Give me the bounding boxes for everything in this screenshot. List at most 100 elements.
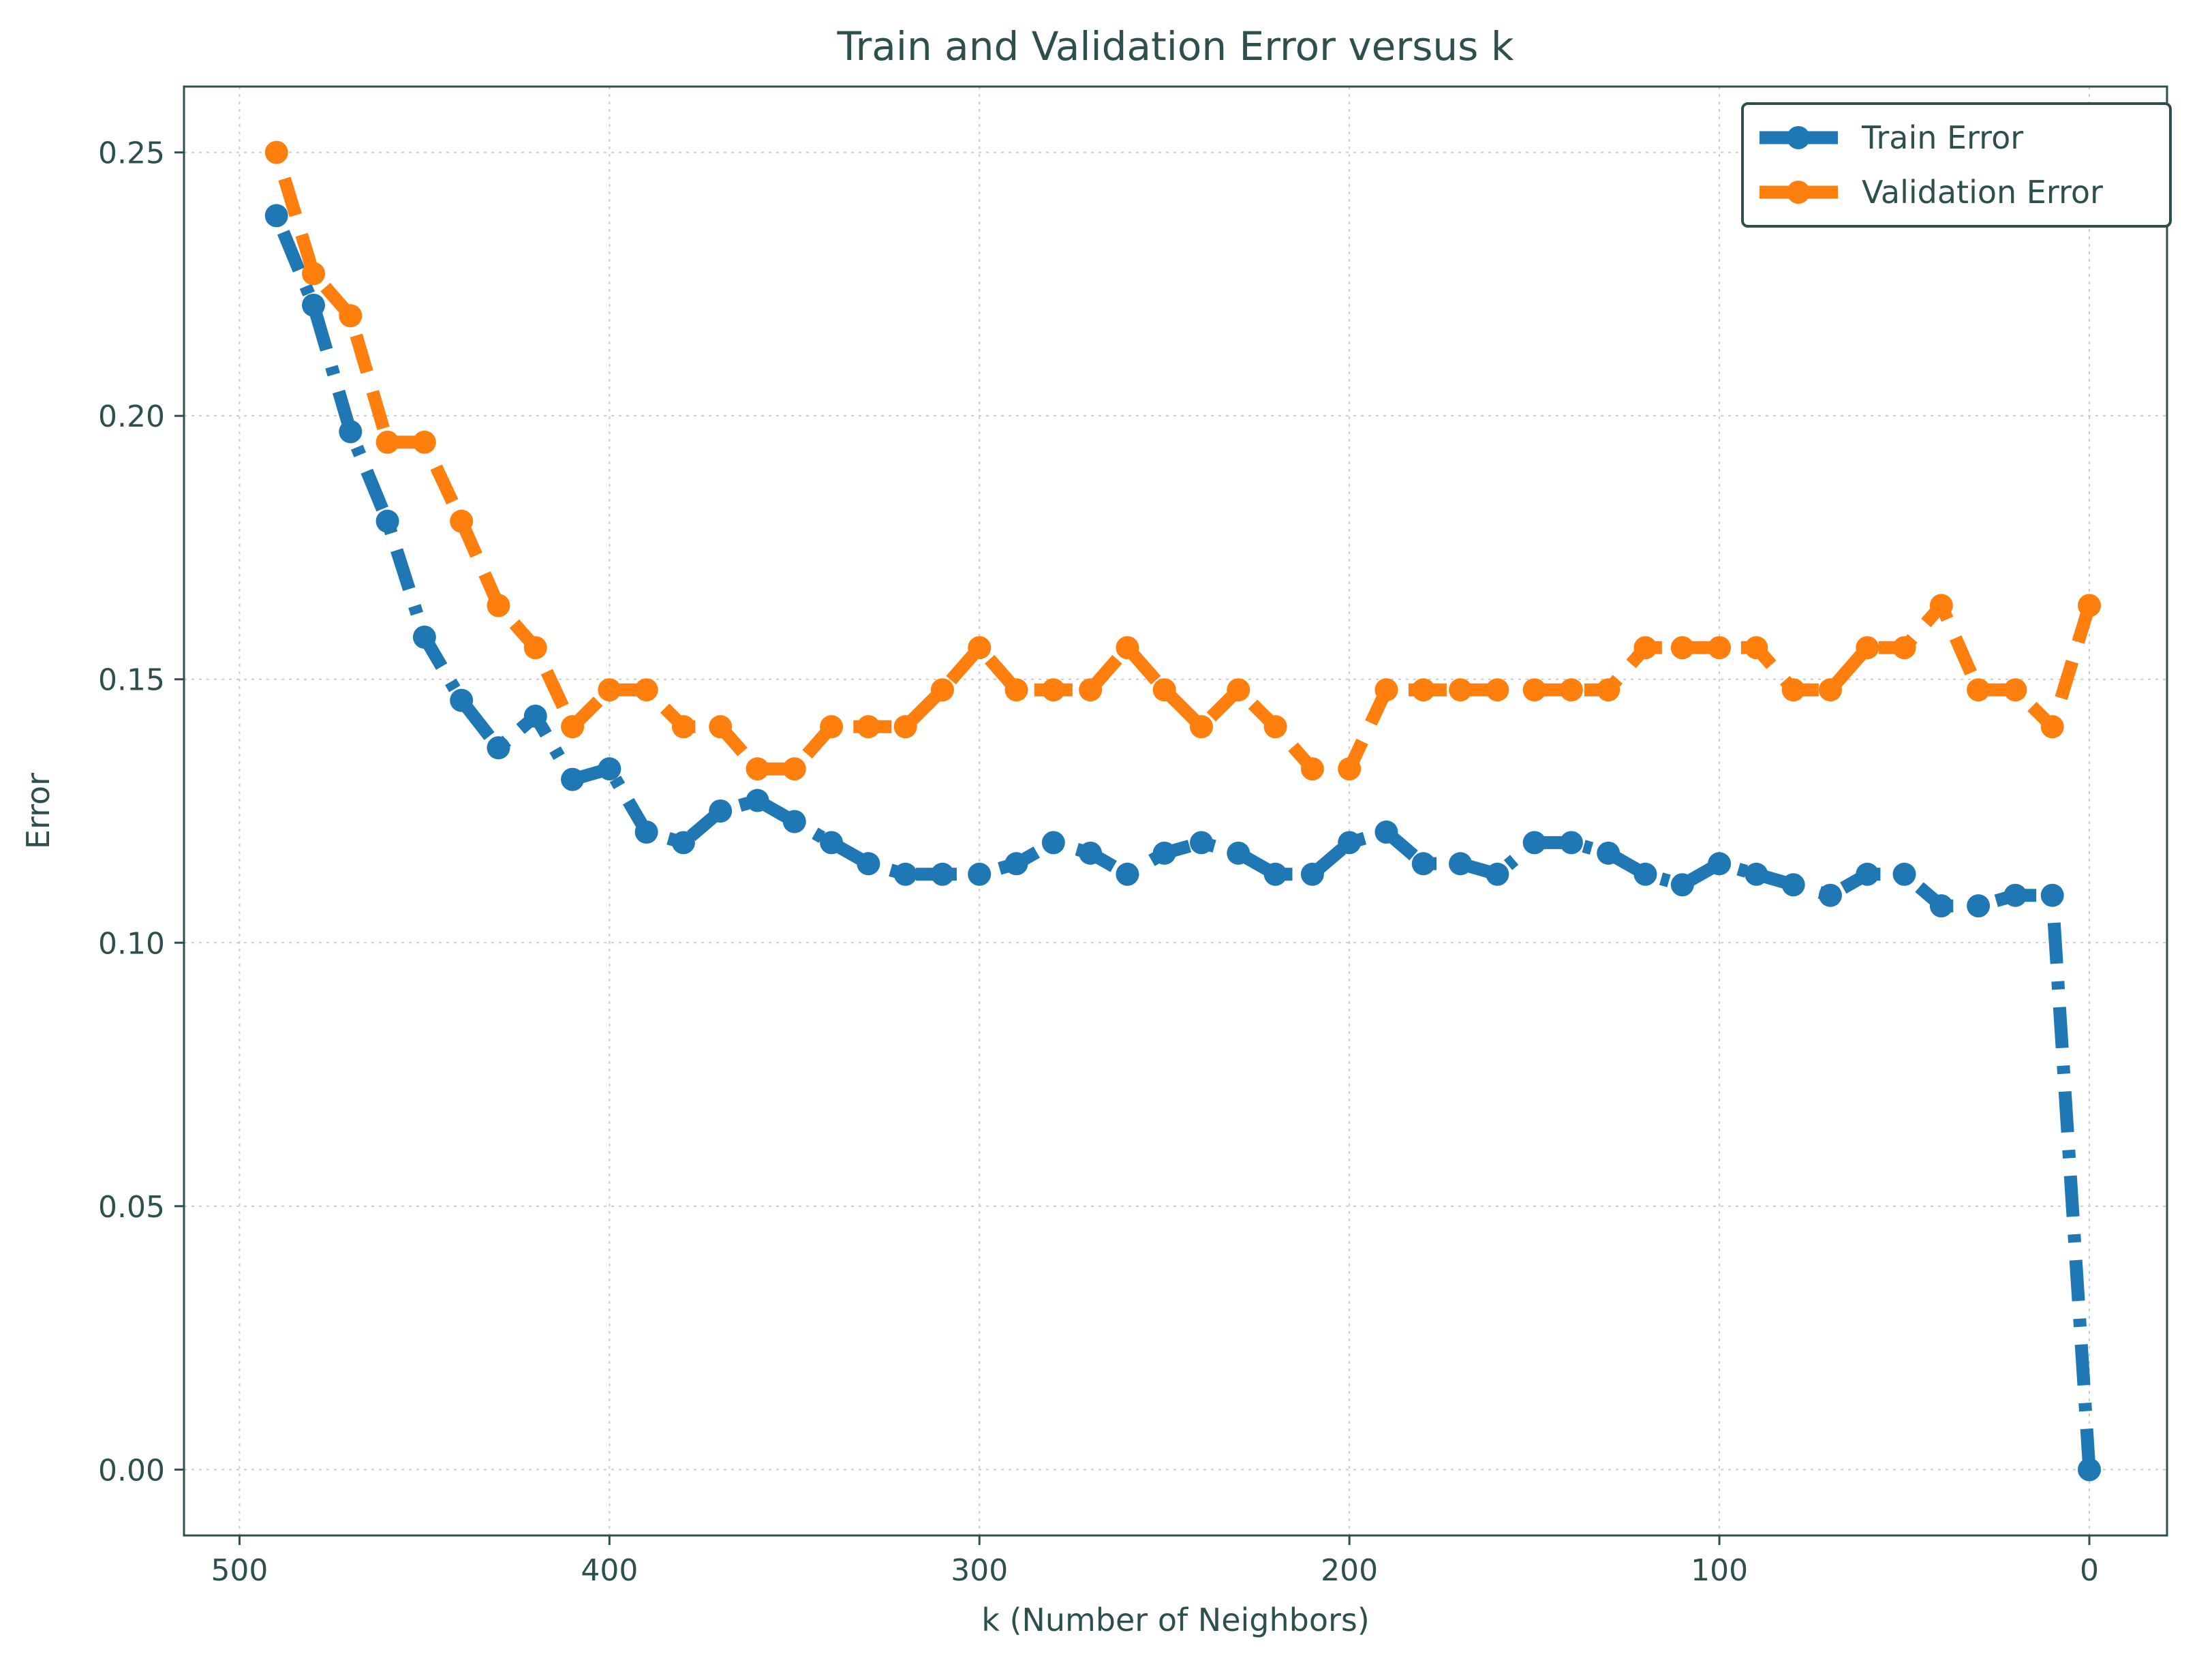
train-error-point (968, 862, 992, 886)
validation-error-point (634, 678, 658, 702)
validation-error-point (1486, 678, 1509, 702)
plot-frame (183, 85, 2168, 1537)
validation-error-point (1745, 636, 1768, 660)
validation-error-point (1263, 715, 1287, 739)
train-error-point (820, 831, 844, 855)
validation-error-point (1079, 678, 1103, 702)
train-error-point (487, 736, 510, 760)
train-error-point (1818, 883, 1842, 907)
validation-error-point (968, 636, 992, 660)
train-error-point (1856, 862, 1879, 886)
validation-error-point (1041, 678, 1065, 702)
validation-error-point (2077, 594, 2101, 617)
train-error-point (1338, 831, 1362, 855)
validation-error-point (857, 715, 880, 739)
validation-error-point (782, 757, 806, 781)
train-error-point (1079, 841, 1103, 865)
train-error-point (561, 767, 585, 791)
validation-error-point (264, 140, 288, 164)
validation-error-point (412, 430, 436, 454)
train-error-point (1411, 852, 1435, 876)
x-tick-label: 400 (581, 1553, 638, 1588)
validation-error-point (1227, 678, 1250, 702)
x-tick-label: 100 (1691, 1553, 1748, 1588)
train-error-point (1670, 873, 1694, 897)
train-error-point (1967, 894, 1991, 918)
train-error-point (302, 293, 326, 317)
train-error-point (412, 625, 436, 649)
x-tick-label: 500 (211, 1553, 268, 1588)
train-error-point (746, 789, 769, 812)
y-tick-label: 0.10 (98, 926, 165, 961)
train-error-point (598, 757, 621, 781)
legend-label-validation-error: Validation Error (1862, 174, 2103, 211)
train-error-point (1929, 894, 1953, 918)
train-error-point (930, 862, 954, 886)
legend-marker-validation-error (1787, 181, 1810, 204)
validation-error-point (2003, 678, 2027, 702)
train-error-point (1190, 831, 1214, 855)
train-error-point (1227, 841, 1250, 865)
validation-error-point (1633, 636, 1657, 660)
train-error-point (375, 509, 399, 533)
y-tick-label: 0.00 (98, 1453, 165, 1488)
train-error-point (1633, 862, 1657, 886)
validation-error-point (1004, 678, 1028, 702)
train-error-point (1004, 852, 1028, 876)
validation-error-point (930, 678, 954, 702)
train-error-point (1041, 831, 1065, 855)
legend-marker-train-error (1787, 126, 1810, 149)
validation-error-point (1300, 757, 1324, 781)
validation-error-point (1374, 678, 1398, 702)
y-axis-label: Error (20, 773, 57, 849)
train-error-point (1745, 862, 1768, 886)
validation-error-point (893, 715, 917, 739)
grid (184, 87, 2167, 1535)
train-error-point (1708, 852, 1732, 876)
train-error-point (523, 704, 547, 728)
validation-error-point (339, 304, 363, 328)
validation-error-point (1708, 636, 1732, 660)
validation-error-point (487, 594, 510, 617)
train-error-point (1374, 820, 1398, 844)
validation-error-series (264, 140, 2101, 781)
validation-error-point (1597, 678, 1620, 702)
x-tick-label: 200 (1321, 1553, 1378, 1588)
validation-error-point (1781, 678, 1805, 702)
validation-error-point (1152, 678, 1176, 702)
x-tick-label: 300 (951, 1553, 1008, 1588)
validation-error-point (709, 715, 733, 739)
validation-error-point (1559, 678, 1583, 702)
validation-error-point (523, 636, 547, 660)
axis-ticks: 500 400 300 200 100 0 0.00 0.05 0.10 0.15 0.20 0.25 (98, 136, 2099, 1588)
train-error-point (1781, 873, 1805, 897)
y-tick-label: 0.25 (98, 136, 165, 171)
chart-title: Train and Validation Error versus k (837, 23, 1514, 70)
train-error-point (2077, 1458, 2101, 1482)
plot-series (264, 140, 2101, 1482)
validation-error-point (561, 715, 585, 739)
validation-error-point (1929, 594, 1953, 617)
validation-error-point (1338, 757, 1362, 781)
train-error-point (1300, 862, 1324, 886)
train-error-point (1597, 841, 1620, 865)
train-error-series (264, 204, 2101, 1482)
legend-box (1741, 102, 2172, 228)
train-error-point (1263, 862, 1287, 886)
train-error-point (1892, 862, 1916, 886)
train-error-point (1116, 862, 1139, 886)
train-error-point (339, 420, 363, 444)
x-axis-label: k (Number of Neighbors) (981, 1602, 1370, 1638)
train-error-point (671, 831, 695, 855)
train-error-point (2003, 883, 2027, 907)
validation-error-point (450, 509, 474, 533)
validation-error-point (1818, 678, 1842, 702)
train-error-point (893, 862, 917, 886)
train-error-point (1486, 862, 1509, 886)
validation-error-point (671, 715, 695, 739)
train-error-point (782, 810, 806, 834)
validation-error-point (1892, 636, 1916, 660)
validation-error-point (1411, 678, 1435, 702)
train-error-point (1522, 831, 1546, 855)
